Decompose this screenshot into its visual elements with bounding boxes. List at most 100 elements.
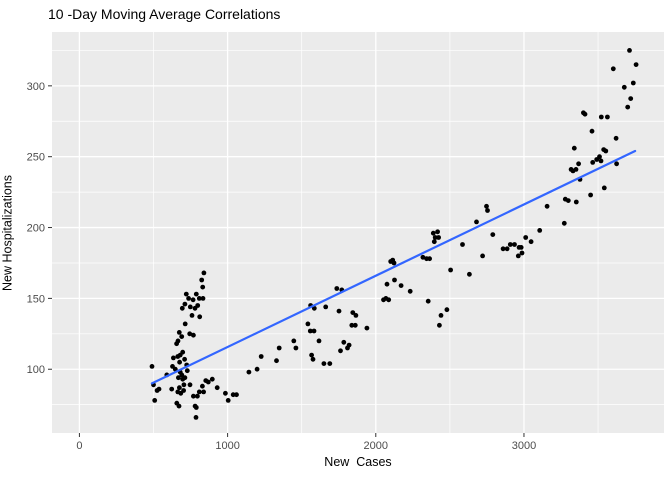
data-point bbox=[485, 208, 490, 213]
x-tick-label: 1000 bbox=[215, 440, 239, 452]
x-axis-label: New Cases bbox=[324, 455, 392, 469]
data-point bbox=[182, 301, 188, 307]
data-point bbox=[398, 283, 404, 288]
data-point bbox=[431, 239, 437, 245]
data-point bbox=[430, 230, 436, 236]
data-point bbox=[349, 322, 355, 328]
data-point bbox=[573, 199, 579, 205]
data-point bbox=[432, 235, 438, 240]
data-point bbox=[156, 386, 162, 392]
data-point bbox=[352, 322, 358, 328]
data-point bbox=[149, 364, 155, 369]
data-point bbox=[225, 398, 231, 403]
data-point bbox=[588, 192, 593, 198]
data-point bbox=[436, 235, 441, 240]
y-axis-label: New Hospitalizations bbox=[0, 174, 15, 292]
y-tick-label: 200 bbox=[27, 223, 45, 235]
data-point bbox=[180, 349, 186, 355]
data-point bbox=[175, 338, 181, 344]
data-point bbox=[350, 310, 356, 315]
data-point bbox=[561, 220, 567, 226]
data-point bbox=[571, 145, 577, 151]
data-point bbox=[425, 298, 431, 304]
data-point bbox=[460, 242, 465, 247]
data-point bbox=[195, 393, 200, 399]
data-point bbox=[334, 286, 340, 291]
data-point bbox=[230, 392, 236, 398]
data-point bbox=[177, 385, 182, 391]
data-point bbox=[630, 80, 636, 86]
y-tick-label: 300 bbox=[27, 81, 45, 93]
data-point bbox=[537, 228, 543, 233]
data-point bbox=[346, 342, 352, 348]
data-point bbox=[392, 277, 397, 283]
data-point bbox=[480, 253, 485, 259]
x-tick-label: 0 bbox=[76, 440, 82, 452]
panel-background bbox=[52, 32, 664, 433]
data-point bbox=[310, 356, 316, 362]
data-point bbox=[407, 288, 413, 294]
data-point bbox=[353, 313, 359, 318]
data-point bbox=[169, 386, 175, 392]
data-point bbox=[311, 328, 317, 334]
data-point bbox=[276, 345, 282, 351]
data-point bbox=[386, 297, 392, 303]
data-point bbox=[214, 385, 220, 391]
data-point bbox=[625, 104, 631, 110]
data-point bbox=[518, 245, 524, 250]
data-point bbox=[621, 84, 627, 90]
data-point bbox=[196, 296, 202, 301]
data-point bbox=[420, 254, 426, 260]
data-point bbox=[448, 267, 453, 273]
data-point bbox=[544, 203, 550, 209]
data-point bbox=[323, 304, 329, 310]
data-point bbox=[195, 303, 201, 308]
data-point bbox=[384, 281, 390, 287]
data-point bbox=[311, 305, 317, 311]
data-point bbox=[186, 296, 192, 301]
data-point bbox=[597, 154, 602, 160]
data-point bbox=[336, 308, 342, 314]
data-point bbox=[205, 379, 211, 385]
data-point bbox=[179, 334, 185, 339]
data-point bbox=[474, 219, 479, 225]
data-point bbox=[200, 383, 205, 389]
data-point bbox=[193, 405, 199, 410]
data-point bbox=[190, 297, 196, 303]
data-point bbox=[528, 239, 534, 245]
data-point bbox=[610, 66, 616, 72]
data-point bbox=[177, 359, 183, 365]
data-point bbox=[576, 161, 581, 167]
data-point bbox=[507, 242, 513, 247]
data-point bbox=[565, 198, 571, 204]
data-point bbox=[258, 354, 264, 359]
data-point bbox=[614, 161, 619, 167]
data-point bbox=[191, 332, 196, 338]
data-point bbox=[444, 307, 450, 313]
data-point bbox=[438, 313, 444, 318]
data-point bbox=[182, 356, 188, 362]
data-point bbox=[601, 185, 607, 191]
data-point bbox=[293, 345, 299, 351]
data-point bbox=[309, 352, 314, 358]
data-point bbox=[391, 260, 397, 266]
data-point bbox=[364, 325, 370, 331]
data-point bbox=[246, 369, 252, 375]
data-point bbox=[500, 246, 506, 252]
data-point bbox=[201, 270, 207, 276]
trend-line bbox=[150, 149, 637, 385]
data-point bbox=[603, 148, 609, 154]
data-point bbox=[490, 232, 496, 238]
data-point bbox=[187, 382, 193, 388]
chart-title: 10 -Day Moving Average Correlations bbox=[48, 6, 281, 22]
data-point bbox=[183, 291, 189, 297]
data-point bbox=[223, 390, 228, 396]
data-point bbox=[307, 328, 313, 334]
data-point bbox=[515, 253, 521, 259]
data-point bbox=[181, 388, 187, 393]
data-point bbox=[193, 415, 199, 420]
data-point bbox=[291, 338, 297, 344]
x-tick-label: 2000 bbox=[364, 440, 388, 452]
